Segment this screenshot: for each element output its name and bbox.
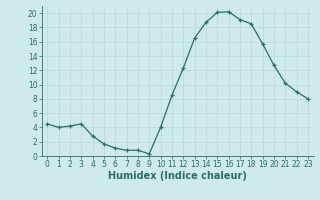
X-axis label: Humidex (Indice chaleur): Humidex (Indice chaleur): [108, 171, 247, 181]
